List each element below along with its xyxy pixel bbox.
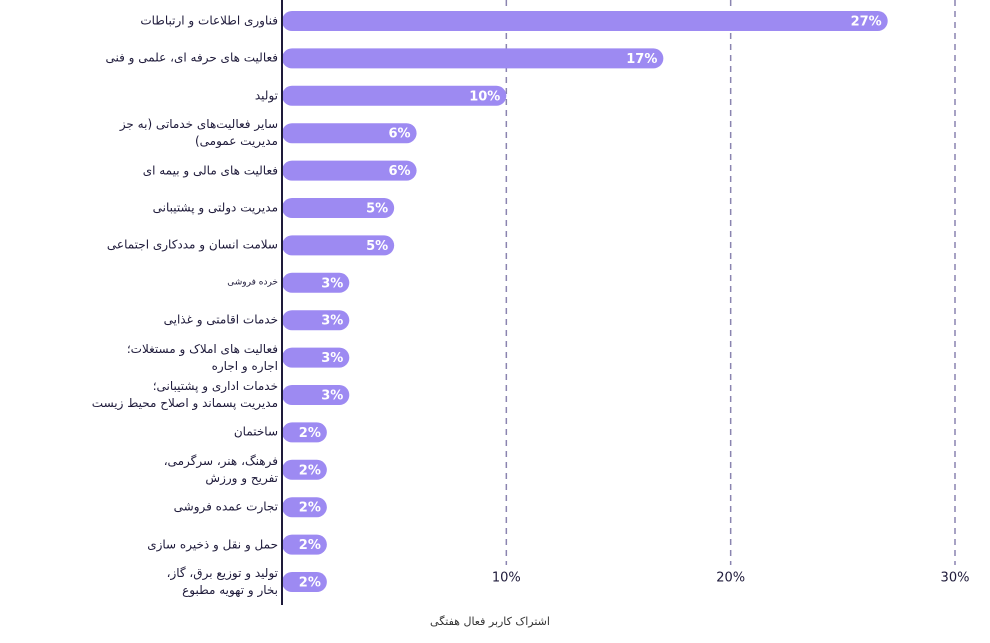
bar <box>282 48 664 69</box>
category-label: فعالیت های املاک و مستغلات؛ اجاره و اجار… <box>126 341 278 373</box>
value-label: 10% <box>469 89 500 104</box>
category-label: سایر فعالیت‌های خدماتی (به جز مدیریت عمو… <box>119 117 278 149</box>
value-label: 3% <box>321 276 343 291</box>
bar <box>282 497 327 518</box>
category-label: مدیریت دولتی و پشتیبانی <box>152 200 278 215</box>
category-label: سلامت انسان و مددکاری اجتماعی <box>106 237 278 252</box>
bar <box>282 347 350 368</box>
value-label: 3% <box>321 351 343 366</box>
category-label: ساختمان <box>233 424 278 439</box>
category-label: خدمات اداری و پشتیبانی؛ مدیریت پسماند و … <box>91 379 278 410</box>
bar <box>282 160 417 181</box>
bar <box>282 422 327 443</box>
category-label: فعالیت های حرفه ای، علمی و فنی <box>105 50 278 65</box>
bar <box>282 310 350 331</box>
bar <box>282 123 417 144</box>
value-label: 2% <box>299 501 321 516</box>
bar <box>282 198 395 218</box>
value-label: 2% <box>299 576 321 591</box>
category-label: تجارت عمده فروشی <box>173 499 278 514</box>
category-label: فعالیت های مالی و بیمه ای <box>142 163 278 178</box>
category-label: فرهنگ، هنر، سرگرمی، تفریح و ورزش <box>163 453 278 485</box>
x-tick-label: 10% <box>492 571 521 586</box>
bar <box>282 235 395 256</box>
bar <box>282 459 327 480</box>
value-label: 3% <box>321 314 343 329</box>
x-tick-label: 30% <box>941 571 970 586</box>
category-label: فناوری اطلاعات و ارتباطات <box>140 13 278 28</box>
bar <box>282 11 888 31</box>
value-label: 6% <box>389 164 411 179</box>
x-axis-label: اشتراک کاربر فعال هفتگی <box>430 615 550 628</box>
value-label: 2% <box>299 463 321 478</box>
bar <box>282 385 350 405</box>
value-label: 2% <box>299 426 321 441</box>
x-tick-label: 20% <box>716 571 745 586</box>
value-label: 5% <box>366 239 388 254</box>
value-label: 27% <box>851 15 882 30</box>
category-label: خرده فروشی <box>227 277 278 288</box>
bar <box>282 272 350 293</box>
bar <box>282 534 327 555</box>
value-label: 2% <box>299 538 321 553</box>
category-label: تولید <box>254 88 278 103</box>
value-label: 6% <box>389 127 411 142</box>
bar <box>282 572 327 592</box>
category-label: خدمات اقامتی و غذایی <box>163 312 278 327</box>
bar <box>282 85 507 106</box>
value-label: 3% <box>321 389 343 404</box>
category-label: حمل و نقل و ذخیره سازی <box>147 537 278 552</box>
value-label: 5% <box>366 202 388 217</box>
value-label: 17% <box>626 52 657 67</box>
category-label: تولید و توزیع برق، گاز، بخار و تهویه مطب… <box>166 566 278 597</box>
